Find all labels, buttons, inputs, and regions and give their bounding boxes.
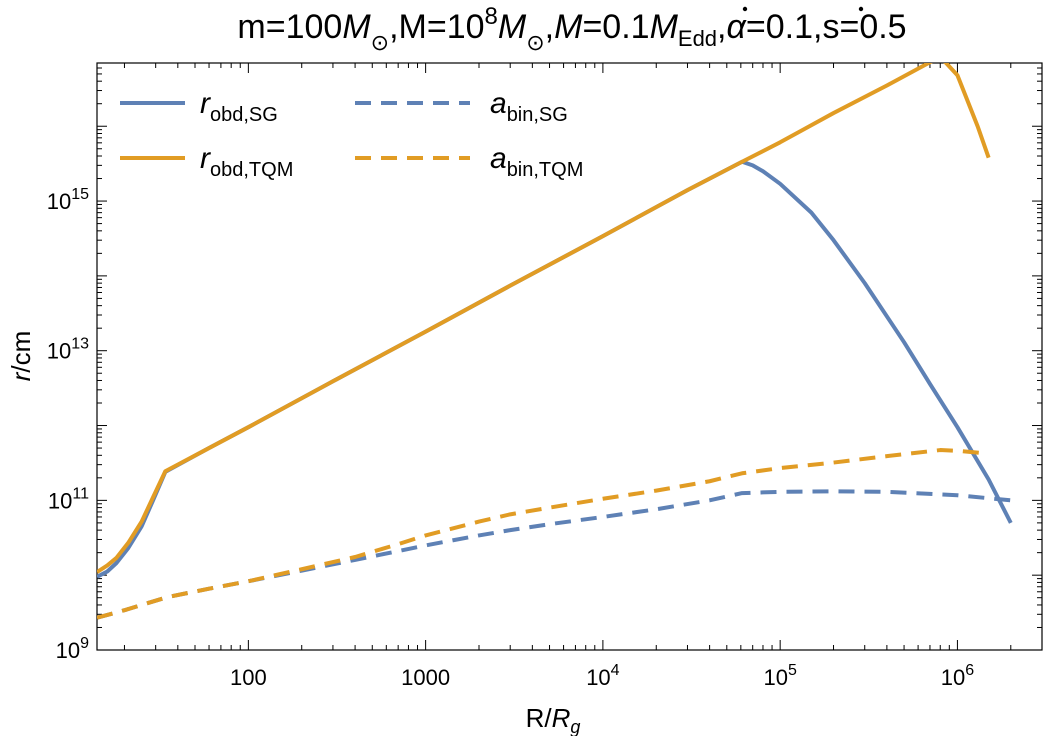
series-line-a-bin-sg [97,489,1011,620]
x-tick-label: 104 [586,662,619,690]
y-axis-title: r/cm [6,331,36,382]
y-tick-label: 1015 [47,186,89,214]
x-tick-label: 105 [763,662,796,690]
series-layer [97,63,1013,620]
series-line-a-bin-tqm [97,448,989,620]
plot-area: 100 1000 104 105 106 109 1011 1013 1015 [47,62,1043,690]
chart-title: m=100M⊙,M=108M⊙,M=0.1MEdd,α=0.1,s=0.5 [237,3,906,55]
series-line-r-obd-tqm [97,63,991,574]
y-tick-label: 1011 [48,485,89,513]
x-tick-label: 106 [941,662,974,690]
mdot-edd-overdot [858,6,864,12]
x-tick-label: 100 [230,665,267,690]
mdot-overdot [742,6,748,12]
y-tick-label: 109 [56,635,89,663]
legend-label-r-obd-tqm: robd,TQM [200,142,293,181]
series-line-r-obd-sg [97,159,1013,579]
x-axis-title: R/Rg [526,703,581,736]
legend: robd,SG robd,TQM abin,SG abin,TQM [120,87,583,181]
y-tick-label: 1013 [47,336,89,364]
legend-label-r-obd-sg: robd,SG [200,87,278,126]
x-tick-label: 1000 [401,665,450,690]
legend-label-a-bin-sg: abin,SG [490,87,568,126]
legend-label-a-bin-tqm: abin,TQM [490,142,583,181]
plot-frame [96,62,1043,651]
